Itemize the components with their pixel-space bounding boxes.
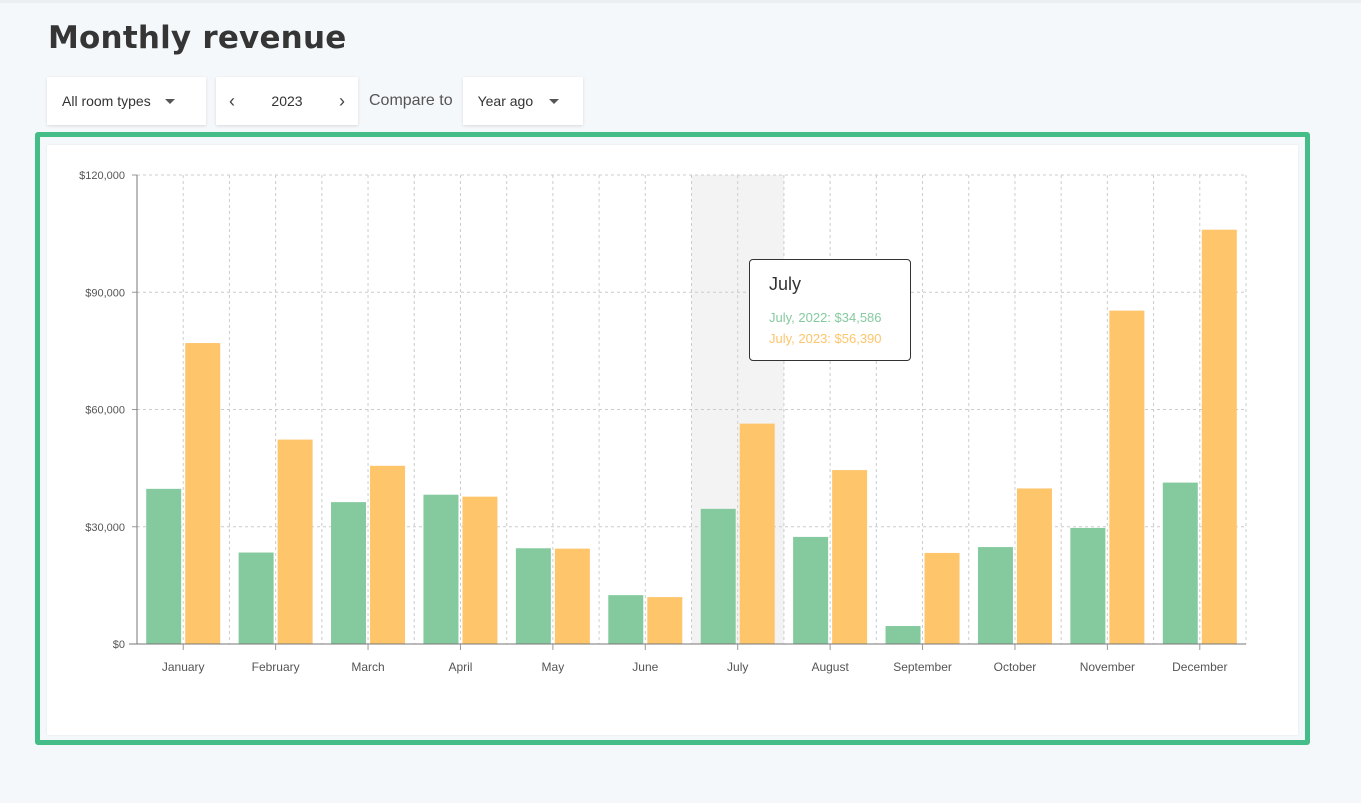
bar-2022-february <box>238 552 274 644</box>
bar-2022-december <box>1162 482 1198 644</box>
bar-2022-august <box>793 536 829 644</box>
x-tick-label: May <box>542 660 565 674</box>
x-tick-label: March <box>351 660 384 674</box>
bar-2022-january <box>146 488 182 644</box>
bar-2023-april <box>462 496 498 644</box>
year-value: 2023 <box>271 93 303 109</box>
x-tick-label: February <box>252 660 300 674</box>
chevron-right-icon[interactable]: › <box>339 91 345 111</box>
bar-2023-june <box>647 597 683 644</box>
x-tick-label: January <box>162 660 205 674</box>
x-tick-label: April <box>448 660 472 674</box>
y-tick-label: $90,000 <box>85 287 125 299</box>
bar-2022-may <box>515 548 551 644</box>
y-tick-label: $60,000 <box>85 405 125 417</box>
bar-2022-october <box>977 547 1013 644</box>
top-divider <box>0 0 1361 3</box>
filter-toolbar: All room types ‹ 2023 › Compare to Year … <box>47 77 583 125</box>
bar-2023-march <box>370 465 406 644</box>
compare-value: Year ago <box>477 93 534 109</box>
bar-2023-august <box>832 470 868 644</box>
x-tick-label: December <box>1172 660 1227 674</box>
x-tick-label: October <box>994 660 1037 674</box>
bar-2022-march <box>331 502 367 644</box>
caret-down-icon <box>549 98 560 104</box>
bar-2023-october <box>1016 488 1052 644</box>
bar-2023-may <box>554 548 590 644</box>
bar-2022-september <box>885 626 921 644</box>
caret-down-icon <box>164 98 175 104</box>
chart-tooltip: July July, 2022: $34,586 July, 2023: $56… <box>749 259 911 361</box>
bar-2023-november <box>1109 310 1145 644</box>
chart-card: $0 $30,000 $60,000 $90,000 $120,000 January Fe… <box>47 145 1298 735</box>
x-tick-label: November <box>1080 660 1135 674</box>
bar-2022-april <box>423 494 459 644</box>
bar-2023-july <box>739 423 775 644</box>
tooltip-title: July <box>769 274 802 294</box>
year-picker: ‹ 2023 › <box>216 77 358 125</box>
bar-2023-february <box>277 439 313 644</box>
tooltip-line-2022: July, 2022: $34,586 <box>769 310 882 325</box>
room-type-select[interactable]: All room types <box>47 77 206 125</box>
tooltip-line-2023: July, 2023: $56,390 <box>769 331 882 346</box>
x-tick-label: July <box>727 660 748 674</box>
y-tick-label: $0 <box>113 639 125 651</box>
revenue-bar-chart: $0 $30,000 $60,000 $90,000 $120,000 January Fe… <box>79 170 1247 674</box>
compare-to-label: Compare to <box>369 92 453 109</box>
bar-2022-june <box>608 595 644 644</box>
y-tick-label: $30,000 <box>85 522 125 534</box>
y-tick-label: $120,000 <box>79 170 125 182</box>
bar-2022-november <box>1070 527 1106 644</box>
bar-2023-december <box>1201 229 1237 644</box>
bar-2023-january <box>185 343 221 644</box>
x-tick-label: June <box>632 660 658 674</box>
room-type-value: All room types <box>62 93 151 109</box>
x-tick-label: September <box>893 660 952 674</box>
chevron-left-icon[interactable]: ‹ <box>229 91 235 111</box>
bar-2022-july <box>700 508 736 644</box>
compare-select[interactable]: Year ago <box>462 77 583 125</box>
page-title: Monthly revenue <box>48 20 347 56</box>
bar-2023-september <box>924 552 960 644</box>
x-tick-label: August <box>811 660 849 674</box>
